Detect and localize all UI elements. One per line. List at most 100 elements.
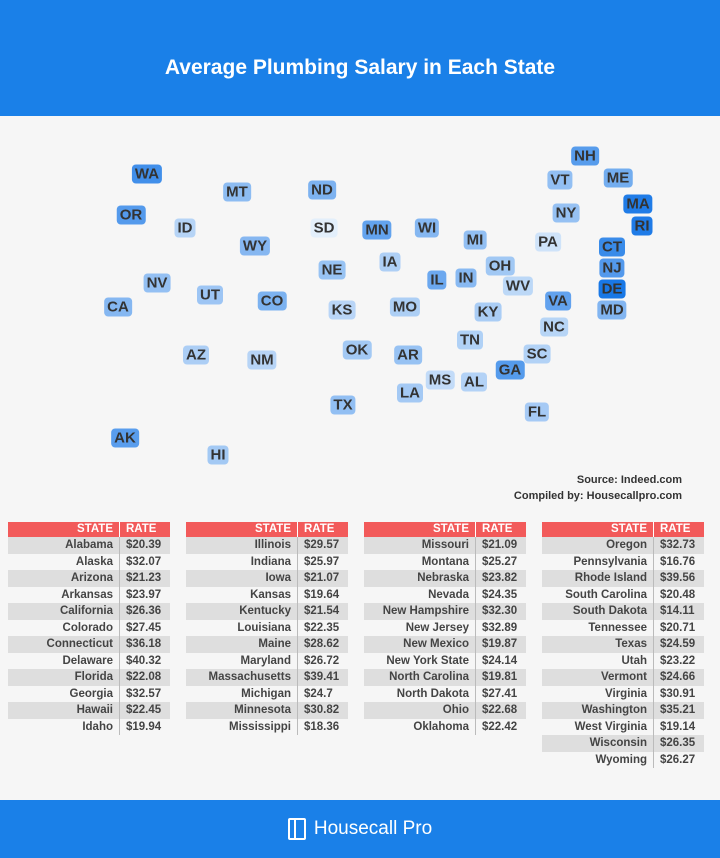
state-rate: $26.36 xyxy=(120,603,170,620)
state-mo: MO xyxy=(389,297,421,317)
state-rate: $20.39 xyxy=(120,537,170,554)
state-name: Oklahoma xyxy=(364,718,476,735)
state-name: Florida xyxy=(8,669,120,686)
state-name: Kansas xyxy=(186,586,298,603)
state-ct: CT xyxy=(599,237,625,257)
state-rate: $20.48 xyxy=(660,588,696,601)
state-rate: $39.41 xyxy=(298,669,348,686)
table-row: Colorado $27.45 xyxy=(8,619,170,636)
table-row: New Hampshire $32.30 xyxy=(364,603,526,620)
state-name: New Mexico xyxy=(364,636,476,653)
state-name: Minnesota xyxy=(186,702,298,719)
state-wy: WY xyxy=(239,236,271,256)
table-row: Connecticut $36.18 xyxy=(8,636,170,653)
rate-table: STATE RATE Missouri $21.09 Montana $25.27 Nebr… xyxy=(364,522,526,735)
table-row: Arkansas $23.97 xyxy=(8,586,170,603)
table-row: Vermont $24.66 xyxy=(542,669,704,686)
table-row: West Virginia $19.14 xyxy=(542,718,704,735)
state-ky: KY xyxy=(474,302,502,322)
state-va: VA xyxy=(545,291,571,311)
state-name: Georgia xyxy=(8,685,120,702)
state-az: AZ xyxy=(183,345,209,365)
state-rate: $20.71 xyxy=(660,621,696,634)
state-name: Michigan xyxy=(186,685,298,702)
state-tn: TN xyxy=(457,330,483,350)
state-mi: MI xyxy=(463,230,487,250)
state-nj: NJ xyxy=(599,258,625,278)
table-row: Massachusetts $39.41 xyxy=(186,669,348,686)
table-row: Georgia $32.57 xyxy=(8,685,170,702)
table-row: Idaho $19.94 xyxy=(8,718,170,735)
table-row: Nebraska $23.82 xyxy=(364,570,526,587)
state-rate: $19.87 xyxy=(476,636,526,653)
state-name: Kentucky xyxy=(186,603,298,620)
state-wi: WI xyxy=(414,218,440,238)
state-rate: $35.21 xyxy=(654,702,704,719)
table-row: Alaska $32.07 xyxy=(8,553,170,570)
table-row: California $26.36 xyxy=(8,603,170,620)
state-sd: SD xyxy=(310,218,338,238)
table-row: Mississippi $18.36 xyxy=(186,718,348,735)
state-ak: AK xyxy=(111,428,139,448)
table-row: Arizona $21.23 xyxy=(8,570,170,587)
table-row: South Dakota $14.11 xyxy=(542,603,704,620)
state-name: Ohio xyxy=(364,702,476,719)
state-mn: MN xyxy=(362,220,392,240)
page-title: Average Plumbing Salary in Each State xyxy=(164,56,556,79)
table-row: South Carolina $20.48 xyxy=(542,586,704,603)
table-header: STATE RATE xyxy=(364,522,526,537)
table-row: Hawaii $22.45 xyxy=(8,702,170,719)
state-me: ME xyxy=(603,168,633,188)
state-name: Wisconsin xyxy=(542,735,654,752)
state-ne: NE xyxy=(318,260,346,280)
state-rate: $14.11 xyxy=(654,603,704,620)
housecall-logo-icon xyxy=(287,818,306,840)
state-rate: $22.08 xyxy=(120,669,170,686)
table-header: STATE RATE xyxy=(186,522,348,537)
state-fl: FL xyxy=(524,402,550,422)
state-rate: $24.7 xyxy=(304,687,333,700)
state-rate: $21.23 xyxy=(120,570,170,587)
state-name: Maryland xyxy=(186,652,298,669)
state-rate: $32.73 xyxy=(654,537,704,554)
state-ma: MA xyxy=(623,194,653,214)
state-rate: $32.89 xyxy=(482,621,518,634)
state-de: DE xyxy=(598,279,626,299)
state-rate: $19.14 xyxy=(660,720,696,733)
state-ga: GA xyxy=(495,360,525,380)
state-wa: WA xyxy=(131,164,163,184)
state-rate: $36.18 xyxy=(120,636,170,653)
table-row: Ohio $22.68 xyxy=(364,702,526,719)
state-rate: $23.97 xyxy=(126,588,162,601)
state-name: Iowa xyxy=(186,570,298,587)
state-rate: $21.09 xyxy=(476,537,526,554)
state-name: New Hampshire xyxy=(364,603,476,620)
table-row: New Mexico $19.87 xyxy=(364,636,526,653)
state-rate: $25.97 xyxy=(304,555,340,568)
state-rate: $19.81 xyxy=(476,669,526,686)
state-name: Arizona xyxy=(8,570,120,587)
state-name: Missouri xyxy=(364,537,476,554)
table-row: Louisiana $22.35 xyxy=(186,619,348,636)
header-state: STATE xyxy=(542,522,654,537)
table-header: STATE RATE xyxy=(542,522,704,537)
state-name: Connecticut xyxy=(8,636,120,653)
state-rate: $26.72 xyxy=(304,654,340,667)
state-name: Tennessee xyxy=(542,619,654,636)
state-name: North Carolina xyxy=(364,669,476,686)
state-ar: AR xyxy=(394,345,422,365)
state-name: North Dakota xyxy=(364,685,476,702)
table-row: Texas $24.59 xyxy=(542,636,704,653)
state-name: Nevada xyxy=(364,586,476,603)
state-la: LA xyxy=(397,383,423,403)
state-name: Massachusetts xyxy=(186,669,298,686)
state-name: Colorado xyxy=(8,619,120,636)
state-name: New York State xyxy=(364,652,476,669)
state-rate: $22.42 xyxy=(482,720,518,733)
state-sc: SC xyxy=(523,344,551,364)
state-id: ID xyxy=(174,218,196,238)
table-row: Michigan $24.7 xyxy=(186,685,348,702)
table-row: Tennessee $20.71 xyxy=(542,619,704,636)
state-rate: $21.07 xyxy=(298,570,348,587)
state-rate: $28.62 xyxy=(298,636,348,653)
